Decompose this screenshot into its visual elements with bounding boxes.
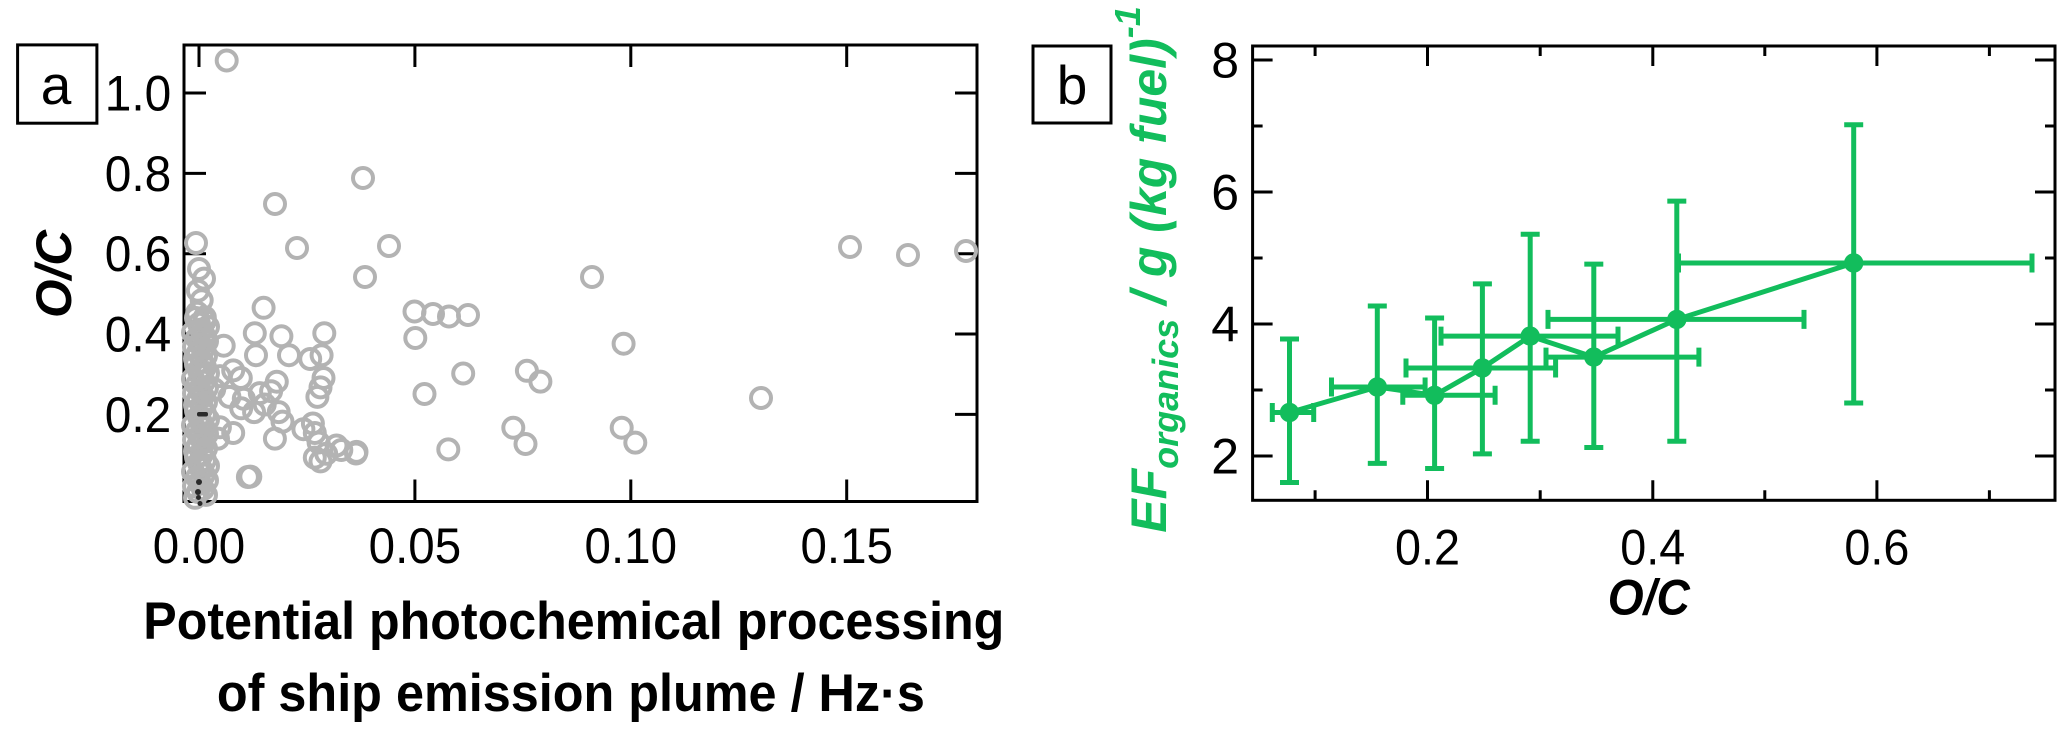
svg-text:of ship emission plume / Hz·s: of ship emission plume / Hz·s	[217, 664, 925, 723]
svg-text:8: 8	[1211, 33, 1239, 89]
svg-text:4: 4	[1211, 297, 1239, 353]
svg-text:O/C: O/C	[1608, 570, 1691, 626]
svg-text:O/C: O/C	[26, 229, 82, 318]
svg-text:6: 6	[1211, 165, 1239, 221]
svg-text:0.2: 0.2	[105, 387, 172, 443]
svg-text:EForganics / g (kg fuel)-1: EForganics / g (kg fuel)-1	[1107, 6, 1186, 533]
svg-text:0.4: 0.4	[105, 307, 172, 363]
svg-text:0.4: 0.4	[1620, 520, 1685, 576]
svg-text:a: a	[41, 54, 72, 116]
svg-text:0.00: 0.00	[153, 518, 246, 574]
svg-text:Potential photochemical proces: Potential photochemical processing	[143, 592, 1004, 651]
svg-text:1.0: 1.0	[105, 66, 172, 122]
svg-text:0.6: 0.6	[105, 226, 172, 282]
svg-text:b: b	[1057, 54, 1088, 116]
svg-text:0.05: 0.05	[369, 518, 462, 574]
svg-text:2: 2	[1211, 429, 1239, 485]
svg-text:0.15: 0.15	[800, 518, 893, 574]
svg-text:0.8: 0.8	[105, 146, 172, 202]
svg-text:0.2: 0.2	[1395, 520, 1460, 576]
svg-text:0.10: 0.10	[585, 518, 678, 574]
svg-text:0.6: 0.6	[1844, 520, 1909, 576]
